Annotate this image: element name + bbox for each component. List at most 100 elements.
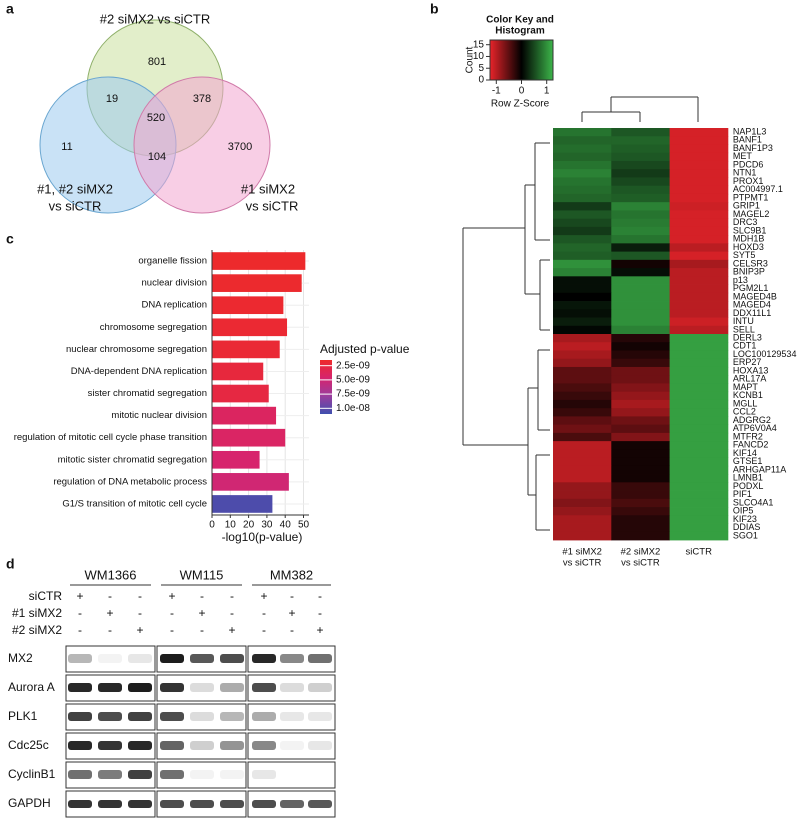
heatmap-cell: [611, 490, 670, 500]
heatmap-cell: [553, 144, 612, 154]
bar: [212, 296, 284, 315]
heatmap-cell: [669, 226, 729, 236]
heatmap-cell: [669, 424, 729, 434]
x-tick-label: 10: [225, 520, 237, 531]
colorbar-title: Adjusted p-value: [320, 342, 410, 356]
heatmap-cell: [669, 358, 729, 368]
band: [252, 770, 276, 779]
row-label: MAGEL2: [733, 209, 770, 219]
venn-circle: [133, 76, 271, 214]
row-label: ATP6V0A4: [733, 423, 777, 433]
cell-line: MM382: [270, 567, 313, 582]
heatmap-cell: [669, 432, 729, 442]
heatmap-cell: [669, 152, 729, 162]
heatmap-cell: [611, 243, 670, 252]
heatmap-cell: [669, 128, 729, 137]
heatmap-cell: [669, 276, 729, 285]
heatmap-cell: [553, 350, 612, 360]
bar: [212, 340, 280, 359]
band: [128, 654, 152, 663]
protein-label: CyclinB1: [8, 767, 56, 781]
heatmap-cell: [611, 350, 670, 360]
heatmap-cell: [669, 457, 729, 467]
heatmap-cell: [669, 490, 729, 500]
bar: [212, 406, 277, 425]
heatmap-cell: [553, 152, 612, 162]
band: [128, 712, 152, 721]
heatmap-cell: [669, 325, 729, 335]
blot-frame: [65, 645, 156, 673]
heatmap-cell: [611, 498, 670, 508]
heatmap-cell: [669, 235, 729, 244]
heatmap-cell: [611, 531, 670, 541]
heatmap-cell: [669, 144, 729, 154]
bar: [212, 252, 306, 270]
y-tick-label: chromosome segregation: [100, 322, 207, 333]
band: [98, 741, 122, 750]
bands: [68, 654, 332, 808]
row-label: PDCD6: [733, 159, 764, 169]
heatmap-cell: [553, 268, 612, 277]
bar: [212, 318, 288, 337]
row-label: SELL: [733, 324, 755, 334]
venn-count: 3700: [228, 141, 252, 153]
band: [190, 800, 214, 808]
heatmap-cell: [553, 317, 612, 327]
row-label: DDX11L1: [733, 308, 771, 318]
condition-label: #2 siMX2: [12, 623, 62, 637]
band: [190, 654, 214, 663]
sign: +: [260, 589, 267, 603]
band: [280, 712, 304, 721]
heatmap-cell: [669, 292, 729, 302]
row-label: ARHGAP11A: [733, 464, 786, 474]
band: [308, 683, 332, 692]
heatmap-cell: [553, 177, 612, 187]
heatmap-cell: [611, 383, 670, 393]
band: [128, 770, 152, 779]
heatmap-cell: [669, 366, 729, 376]
key-x-tick-label: 0: [519, 86, 525, 97]
band: [252, 712, 276, 721]
venn-label: #1 siMX2: [241, 181, 295, 196]
key-y-tick-label: 0: [478, 75, 484, 86]
colorbar-tick-label: 7.5e-09: [336, 389, 370, 400]
heatmap-cell: [611, 474, 670, 483]
heatmap-cell: [669, 515, 729, 524]
band: [128, 683, 152, 692]
key-title: Histogram: [495, 26, 545, 37]
sign: +: [106, 606, 113, 620]
sign: -: [262, 606, 266, 620]
heatmap-cell: [611, 268, 670, 277]
heatmap-cell: [669, 210, 729, 220]
band: [160, 654, 184, 663]
heatmap-cell: [553, 465, 612, 475]
heatmap-cell: [611, 276, 670, 285]
sign: -: [108, 589, 112, 603]
heatmap-cell: [553, 169, 612, 178]
blot-frame: [247, 703, 336, 731]
column-label: #2 siMX2: [621, 547, 661, 558]
heatmap-cell: [553, 531, 612, 541]
heatmap-cell: [611, 251, 670, 261]
band: [128, 800, 152, 808]
row-label: PTPMT1: [733, 192, 769, 202]
band: [280, 741, 304, 750]
band: [220, 683, 244, 692]
blot-frame: [247, 761, 336, 789]
row-label: GRIP1: [733, 201, 760, 211]
heatmap-cell: [611, 301, 670, 310]
row-label: SLCO4A1: [733, 497, 774, 507]
heatmap-cell: [669, 136, 729, 145]
panel-label: c: [6, 231, 14, 247]
heatmap-cell: [611, 465, 670, 475]
row-label: DDIAS: [733, 522, 761, 532]
key-gradient: [489, 39, 554, 81]
heatmap-cell: [553, 160, 612, 170]
heatmap-cell: [553, 284, 612, 294]
heatmap-cell: [669, 408, 729, 417]
sign: -: [78, 606, 82, 620]
heatmap-cell: [553, 243, 612, 252]
panel-label: a: [6, 1, 14, 17]
sign: -: [230, 606, 234, 620]
heatmap-cell: [611, 193, 670, 203]
